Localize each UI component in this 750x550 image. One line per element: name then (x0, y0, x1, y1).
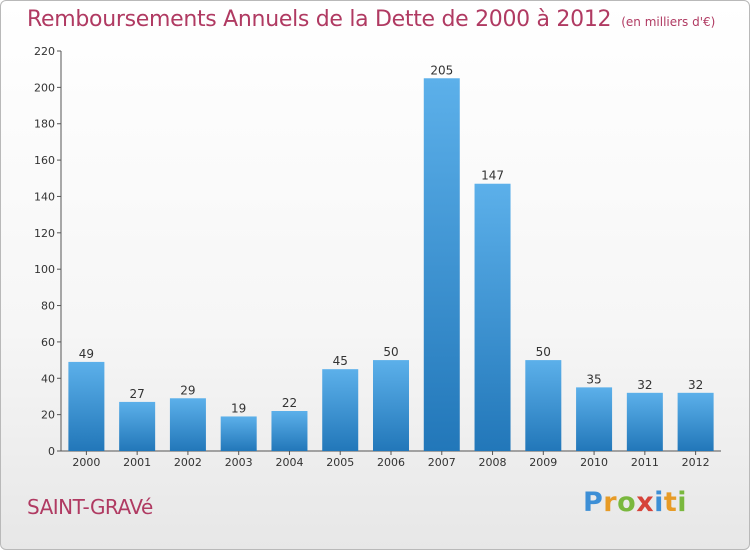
y-tick-label: 180 (34, 118, 55, 131)
bar (68, 361, 105, 451)
y-tick-label: 220 (34, 45, 55, 58)
bar-value-label: 35 (586, 372, 601, 386)
y-axis: 0 20 40 60 80 100 120 140 160 180 200 220 (34, 45, 62, 458)
bar (677, 392, 714, 451)
x-tick-label: 2011 (631, 456, 659, 469)
logo-letter: r (603, 487, 618, 518)
y-tick-label: 0 (48, 445, 55, 458)
bar (373, 360, 409, 451)
bar-value-label: 147 (481, 169, 504, 183)
bar (576, 387, 613, 451)
bar (322, 369, 359, 451)
y-tick-label: 20 (41, 409, 55, 422)
logo-letter: o (617, 487, 637, 518)
y-tick-label: 160 (34, 154, 55, 167)
logo-letter: P (583, 487, 604, 518)
bar-value-label: 29 (180, 383, 195, 397)
y-tick-label: 40 (41, 372, 55, 385)
bar-value-label: 32 (688, 378, 703, 392)
x-tick-label: 2012 (682, 456, 710, 469)
bars: 49 27 29 19 22 45 50 205 147 50 35 32 32 (68, 63, 714, 451)
bar (525, 360, 562, 451)
bar (626, 392, 663, 451)
x-tick-label: 2004 (275, 456, 303, 469)
y-tick-label: 140 (34, 190, 55, 203)
chart-title-text: Remboursements Annuels de la Dette de 20… (27, 7, 612, 32)
y-tick-label: 80 (41, 300, 55, 313)
bar-value-label: 22 (282, 396, 297, 410)
x-tick-label: 2010 (580, 456, 608, 469)
bar-value-label: 50 (536, 345, 551, 359)
bar-value-label: 32 (637, 378, 652, 392)
bar (119, 401, 156, 451)
bar-value-label: 27 (130, 387, 145, 401)
logo-letter: i (677, 487, 688, 518)
logo-letter: t (663, 487, 678, 518)
x-tick-label: 2000 (72, 456, 100, 469)
x-axis: 2000 2001 2002 2003 2004 2005 2006 2007 2008 2009… (61, 450, 721, 469)
bar-value-label: 49 (79, 347, 94, 361)
x-tick-label: 2001 (123, 456, 151, 469)
bar-value-label: 45 (333, 354, 348, 368)
x-tick-label: 2009 (529, 456, 557, 469)
bar (271, 411, 308, 451)
bar-value-label: 19 (231, 401, 246, 415)
proxiti-logo: Proxiti (583, 487, 687, 518)
x-tick-label: 2006 (377, 456, 405, 469)
y-tick-label: 60 (41, 336, 55, 349)
logo-letter: x (636, 487, 655, 518)
bar (169, 398, 206, 451)
bar (220, 416, 257, 451)
x-tick-label: 2005 (326, 456, 354, 469)
chart-unit-text: (en milliers d'€) (621, 15, 716, 29)
bar-value-label: 50 (383, 345, 398, 359)
bar (423, 78, 460, 451)
place-name: SAINT-GRAVé (27, 495, 153, 519)
logo-letter: i (654, 487, 664, 518)
y-tick-label: 100 (34, 263, 55, 276)
x-tick-label: 2002 (174, 456, 202, 469)
x-tick-label: 2008 (479, 456, 507, 469)
x-tick-label: 2007 (428, 456, 456, 469)
chart-title: Remboursements Annuels de la Dette de 20… (27, 7, 715, 32)
bar-value-label: 205 (430, 63, 453, 77)
bar (474, 183, 511, 451)
x-tick-label: 2003 (225, 456, 253, 469)
y-tick-label: 200 (34, 81, 55, 94)
y-tick-label: 120 (34, 227, 55, 240)
